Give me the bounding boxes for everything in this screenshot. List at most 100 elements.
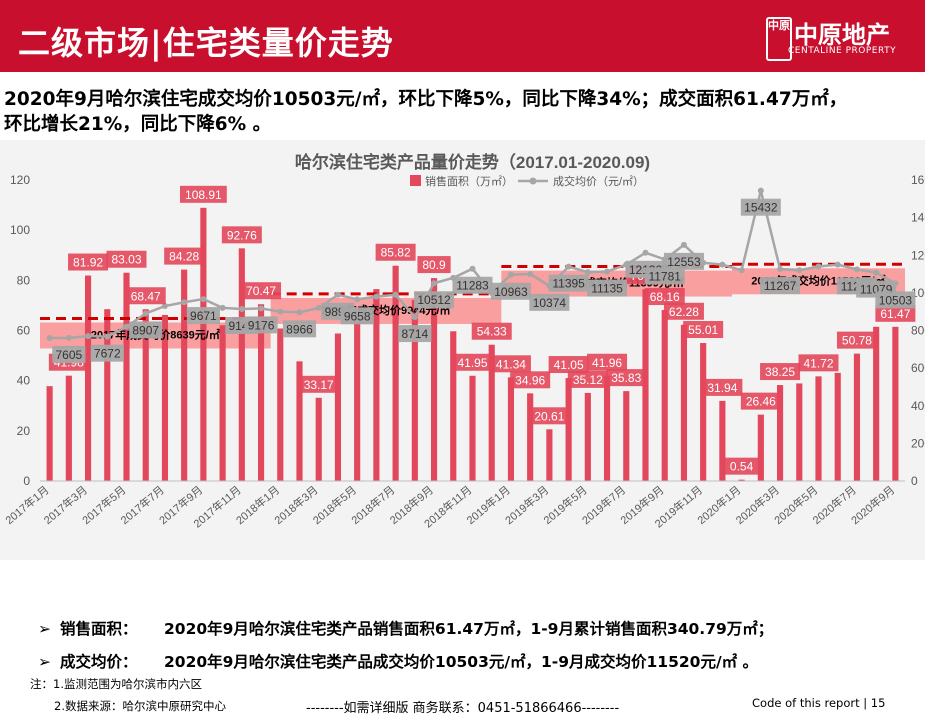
y-right-tick-label: 8000 bbox=[911, 324, 925, 338]
bar-label-box bbox=[179, 185, 227, 203]
y-left-tick-label: 80 bbox=[17, 273, 31, 287]
price-point bbox=[815, 263, 822, 270]
bar bbox=[430, 278, 438, 481]
price-point bbox=[65, 334, 72, 341]
bar bbox=[65, 375, 72, 481]
bar bbox=[680, 324, 688, 481]
bar-value-label: 83.03 bbox=[111, 253, 141, 267]
bar bbox=[373, 289, 380, 481]
bullet-label: 销售面积： bbox=[60, 620, 138, 638]
bar bbox=[219, 325, 226, 481]
bar-value-label: 0.54 bbox=[730, 460, 754, 474]
y-left-tick-label: 20 bbox=[17, 424, 31, 438]
bar bbox=[104, 309, 111, 481]
y-left-tick-label: 100 bbox=[10, 223, 30, 237]
bar-label-box bbox=[417, 256, 451, 274]
price-point bbox=[238, 306, 245, 313]
notes: 注：1.监测范围为哈尔滨市内六区 2.数据来源：哈尔滨中原研究中心 bbox=[30, 673, 226, 717]
logo-text: 中原地产 bbox=[794, 21, 890, 49]
price-point bbox=[873, 269, 880, 276]
bar-value-label: 70.47 bbox=[246, 284, 276, 298]
bar bbox=[296, 361, 303, 481]
price-point bbox=[123, 323, 130, 330]
bar-value-label: 85.82 bbox=[381, 246, 411, 260]
bar-value-label: 62.28 bbox=[669, 305, 699, 319]
bar-label-box bbox=[567, 370, 608, 388]
y-right-tick-label: 2000 bbox=[911, 436, 925, 450]
price-value-label: 12553 bbox=[667, 255, 701, 269]
page-title: 二级市场|住宅类量价走势 bbox=[18, 24, 394, 62]
y-right-tick-label: 14000 bbox=[911, 211, 925, 225]
bullet-text: 2020年9月哈尔滨住宅类产品成交均价10503元/㎡，1-9月成交均价1152… bbox=[164, 653, 758, 671]
price-label-box bbox=[90, 344, 124, 362]
bar bbox=[354, 321, 361, 481]
bar-label-box bbox=[875, 304, 916, 322]
bar-value-label: 50.78 bbox=[842, 334, 872, 348]
price-point bbox=[104, 333, 111, 340]
bar-value-label: 68.47 bbox=[131, 289, 161, 303]
bar-label-box bbox=[490, 355, 531, 373]
price-value-label: 11267 bbox=[764, 279, 797, 293]
price-point bbox=[219, 304, 226, 311]
bar bbox=[450, 331, 457, 481]
bar bbox=[392, 265, 399, 481]
bullet-label: 成交均价： bbox=[60, 653, 138, 671]
bar bbox=[700, 343, 707, 481]
bar bbox=[181, 269, 188, 481]
price-label-box bbox=[529, 293, 570, 311]
bar bbox=[873, 326, 880, 481]
y-right-tick-label: 12000 bbox=[911, 248, 925, 262]
y-left-tick-label: 40 bbox=[17, 374, 31, 388]
bar-label-box bbox=[663, 302, 704, 320]
bar-value-label: 38.25 bbox=[765, 365, 795, 379]
y-right-tick-label: 4000 bbox=[911, 399, 925, 413]
price-point bbox=[507, 271, 514, 278]
bar-value-label: 41.05 bbox=[554, 358, 584, 372]
bullet-item-area: ➢ 销售面积： 2020年9月哈尔滨住宅类产品销售面积61.47万㎡，1-9月累计销… bbox=[38, 617, 773, 650]
bar-label-box bbox=[683, 321, 724, 339]
price-label-box bbox=[282, 320, 317, 338]
price-value-label: 9176 bbox=[248, 318, 275, 332]
price-value-label: 10374 bbox=[533, 296, 567, 310]
price-value-label: 8907 bbox=[132, 323, 159, 337]
price-point bbox=[738, 267, 745, 274]
bar bbox=[738, 479, 745, 481]
price-label-box bbox=[186, 307, 220, 325]
bar bbox=[507, 377, 515, 481]
bar-value-label: 68.16 bbox=[650, 290, 680, 304]
price-volume-chart: 哈尔滨住宅类产品量价走势（2017.01-2020.09) 销售面积（万㎡） 成交均… bbox=[2, 152, 925, 531]
price-label-box bbox=[740, 198, 781, 216]
bar-label-box bbox=[221, 226, 262, 244]
arrow-icon: ➢ bbox=[38, 653, 51, 671]
legend-swatch-bar bbox=[410, 175, 421, 186]
price-point bbox=[315, 304, 322, 311]
bar bbox=[623, 391, 630, 481]
price-point bbox=[719, 261, 726, 268]
price-label-box bbox=[414, 291, 455, 309]
price-label-box bbox=[587, 279, 628, 297]
note-line-2: 2.数据来源：哈尔滨中原研究中心 bbox=[54, 699, 226, 713]
price-label-box bbox=[452, 276, 493, 294]
y-right-tick-label: 6000 bbox=[911, 361, 925, 375]
bar-value-label: 54.33 bbox=[477, 325, 507, 339]
bar bbox=[277, 328, 284, 481]
bar-label-box bbox=[606, 369, 647, 387]
price-point bbox=[181, 299, 188, 306]
bar-label-box bbox=[529, 407, 570, 425]
bar bbox=[584, 392, 591, 481]
bar-value-label: 35.12 bbox=[573, 373, 603, 387]
y-left-tick-label: 120 bbox=[10, 173, 30, 187]
bar-label-box bbox=[725, 457, 759, 475]
price-value-label: 11283 bbox=[456, 279, 489, 293]
price-point bbox=[642, 249, 649, 256]
price-point bbox=[527, 271, 534, 278]
price-point bbox=[757, 187, 764, 194]
price-value-label: 10503 bbox=[879, 293, 913, 307]
bar-value-label: 33.17 bbox=[304, 378, 334, 392]
bar-label-box bbox=[375, 243, 416, 261]
bar bbox=[123, 272, 130, 481]
bar bbox=[719, 400, 726, 481]
price-point bbox=[296, 309, 303, 316]
bar bbox=[603, 375, 611, 481]
bar bbox=[776, 385, 784, 481]
